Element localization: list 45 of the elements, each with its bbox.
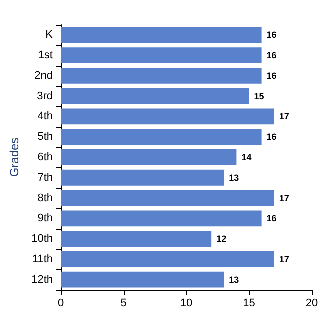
bar	[61, 129, 262, 146]
bar	[61, 48, 262, 64]
bar	[61, 251, 274, 268]
y-tick-label: 1st	[38, 50, 53, 62]
y-axis-title: Grades	[8, 138, 22, 178]
bar	[61, 108, 274, 125]
y-tick-label: 12th	[32, 274, 53, 286]
bar	[61, 27, 262, 44]
y-tick-label: 5th	[38, 131, 53, 144]
bar	[61, 88, 250, 104]
y-tick-label: 8th	[38, 192, 53, 204]
x-tick-label: 10	[180, 298, 193, 310]
data-label: 16	[266, 50, 277, 61]
bar	[61, 210, 262, 227]
y-tick-label: 9th	[38, 212, 53, 225]
data-label: 16	[266, 132, 277, 142]
data-label: 15	[254, 91, 264, 102]
y-tick-label: 7th	[38, 172, 53, 184]
data-label: 16	[266, 214, 277, 224]
y-tick-label: K	[46, 29, 54, 42]
x-tick-label: 0	[58, 298, 64, 310]
x-tick-label: 20	[306, 298, 318, 310]
y-tick-label: 3rd	[37, 90, 53, 102]
y-tick-label: 6th	[38, 152, 53, 164]
bar	[61, 68, 262, 84]
x-tick-label: 15	[243, 298, 256, 310]
bar	[61, 272, 224, 288]
data-label: 12	[216, 234, 227, 244]
data-label: 16	[266, 30, 277, 40]
bar	[61, 170, 224, 186]
data-label: 13	[229, 172, 240, 183]
data-label: 17	[279, 193, 290, 204]
data-label: 17	[279, 254, 290, 264]
bar	[61, 150, 237, 166]
data-label: 14	[242, 152, 252, 162]
data-label: 16	[266, 70, 277, 81]
y-tick-label: 11th	[32, 253, 53, 266]
x-tick-label: 5	[120, 298, 127, 310]
bar	[61, 231, 212, 247]
y-tick-label: 10th	[32, 233, 53, 246]
bar	[61, 190, 274, 206]
y-tick-label: 2nd	[34, 70, 53, 82]
data-label: 13	[229, 274, 240, 285]
y-tick-label: 4th	[38, 110, 53, 123]
data-label: 17	[279, 112, 290, 122]
